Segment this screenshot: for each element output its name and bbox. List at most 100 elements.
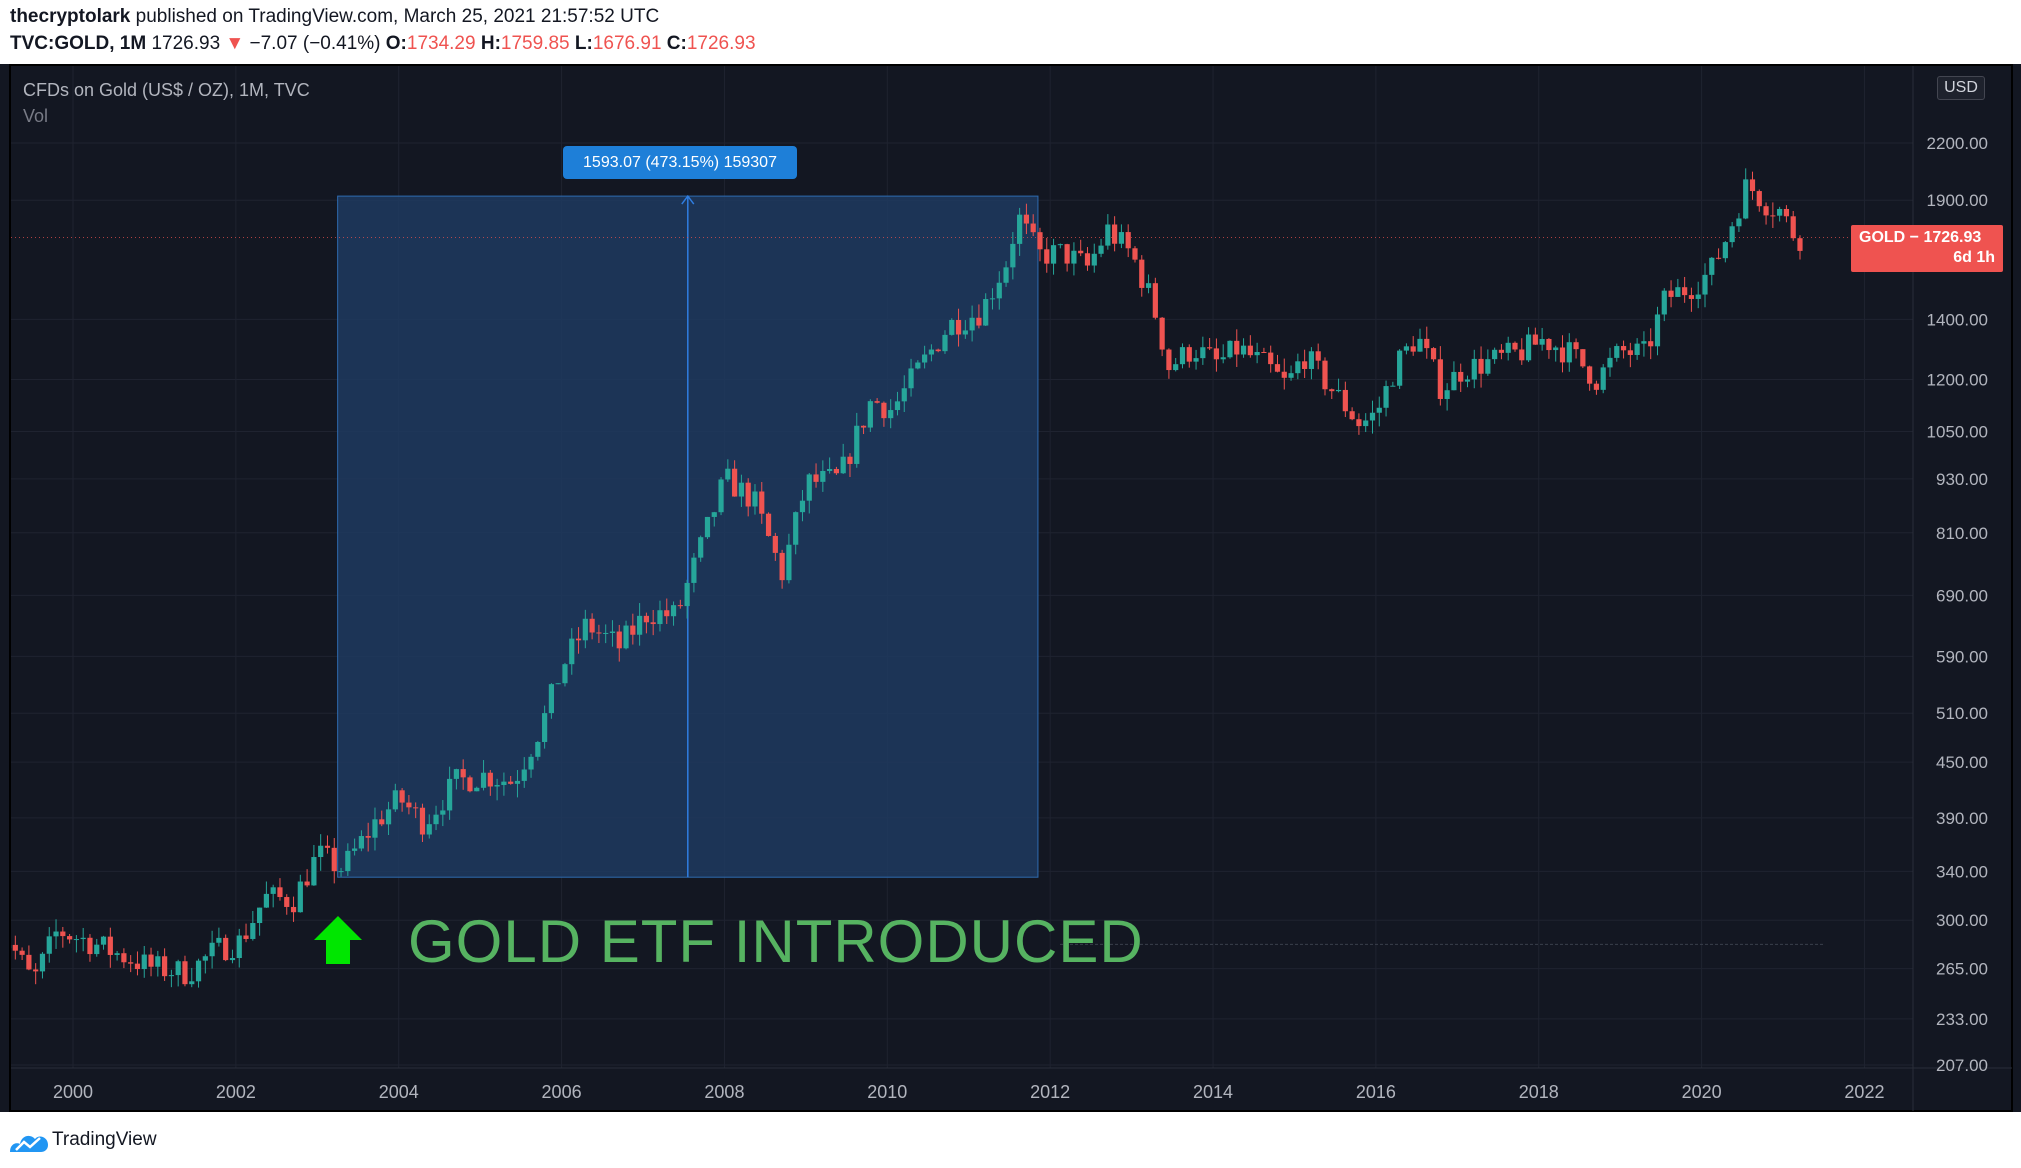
candle-body — [1539, 338, 1545, 345]
candle-body — [1573, 342, 1579, 350]
countdown-text: 6d 1h — [1953, 249, 1995, 266]
candle-body — [474, 787, 480, 792]
close-label: C: — [666, 33, 687, 54]
candle-body — [1410, 346, 1416, 352]
candle-body — [1274, 364, 1281, 372]
candle-body — [209, 942, 215, 957]
candle-body — [413, 807, 419, 809]
candle-body — [311, 857, 317, 886]
tradingview-logo-icon[interactable] — [8, 1128, 50, 1154]
candle-body — [1335, 389, 1342, 392]
candle-body — [345, 850, 351, 872]
candle-body — [257, 907, 263, 924]
candle-body — [745, 482, 751, 507]
low-value: 1676.91 — [592, 33, 662, 54]
candle-body — [589, 618, 595, 633]
candle-body — [732, 468, 738, 497]
candle-body — [100, 936, 107, 945]
candle-body — [39, 953, 46, 972]
candle-body — [535, 741, 541, 757]
legend-title[interactable]: CFDs on Gold (US$ / OZ), 1M, TVC — [23, 80, 310, 100]
candle-body — [521, 769, 527, 781]
candle-body — [250, 923, 256, 939]
x-tick-label: 2008 — [704, 1082, 744, 1102]
author-name[interactable]: thecryptolark — [10, 6, 131, 27]
candle-body — [236, 935, 242, 959]
candle-body — [1661, 290, 1667, 315]
candle-body — [440, 810, 446, 815]
candle-body — [555, 683, 561, 685]
candle-body — [1756, 191, 1762, 207]
candle-body — [290, 906, 297, 913]
candle-body — [1315, 351, 1321, 361]
candle-body — [487, 772, 493, 787]
candle-body — [1023, 214, 1030, 224]
candle-body — [1492, 349, 1498, 360]
candle-body — [60, 931, 66, 937]
current-price-label: GOLD − 1726.93 6d 1h — [1851, 225, 2003, 272]
y-tick-label: 1900.00 — [1927, 191, 1988, 210]
candle-body — [983, 299, 989, 326]
tradingview-brand[interactable]: TradingView — [52, 1129, 157, 1150]
y-tick-label: 450.00 — [1936, 753, 1988, 772]
candle-body — [1749, 179, 1756, 192]
candle-body — [1261, 352, 1267, 354]
candle-body — [508, 781, 514, 784]
candle-body — [87, 937, 93, 955]
candle-body — [1193, 358, 1199, 362]
candle-body — [270, 887, 276, 894]
candle-body — [840, 456, 846, 474]
currency-button[interactable]: USD — [1937, 76, 1985, 100]
candle-body — [1050, 245, 1057, 264]
candle-body — [1505, 342, 1511, 353]
candle-body — [406, 802, 412, 808]
candle-body — [352, 848, 358, 851]
candle-body — [1600, 367, 1606, 390]
candle-body — [1173, 364, 1179, 371]
candle-body — [216, 937, 222, 943]
candle-body — [575, 638, 582, 641]
y-tick-label: 1200.00 — [1927, 370, 1988, 389]
candle-body — [1268, 352, 1274, 365]
candle-body — [1709, 257, 1715, 275]
candle-body — [874, 401, 880, 403]
candle-body — [324, 845, 331, 848]
candle-body — [765, 513, 772, 536]
candle-body — [596, 632, 602, 634]
candle-body — [1458, 371, 1464, 382]
candle-body — [168, 975, 174, 977]
low-label: L: — [574, 33, 593, 54]
candle-body — [162, 956, 168, 977]
candle-body — [1105, 224, 1111, 246]
candle-body — [1254, 352, 1260, 356]
candle-body — [175, 961, 181, 976]
candle-body — [433, 814, 439, 825]
candle-body — [277, 887, 283, 898]
candle-body — [1240, 345, 1247, 355]
candle-body — [1498, 349, 1505, 353]
candle-body — [460, 769, 466, 778]
measure-label: 1593.07 (473.15%) 159307 — [563, 146, 797, 179]
candle-body — [1003, 267, 1009, 283]
candle-body — [1546, 338, 1552, 351]
candle-body — [1532, 334, 1538, 345]
candle-body — [385, 809, 392, 825]
y-tick-label: 1400.00 — [1927, 310, 1988, 329]
candle-body — [962, 330, 968, 335]
publication-header: thecryptolark published on TradingView.c… — [0, 0, 2021, 64]
high-value: 1759.85 — [500, 33, 570, 54]
candle-body — [752, 491, 758, 507]
candle-body — [141, 954, 147, 970]
candle-body — [1695, 294, 1701, 299]
candle-body — [1763, 206, 1769, 216]
candle-body — [426, 824, 432, 835]
candle-body — [711, 512, 717, 517]
candle-body — [263, 893, 269, 908]
candle-body — [1064, 244, 1070, 264]
candle-body — [1424, 338, 1430, 349]
candle-body — [738, 482, 745, 497]
legend-volume[interactable]: Vol — [23, 106, 49, 126]
candle-body — [1607, 357, 1613, 368]
candle-body — [562, 664, 568, 684]
